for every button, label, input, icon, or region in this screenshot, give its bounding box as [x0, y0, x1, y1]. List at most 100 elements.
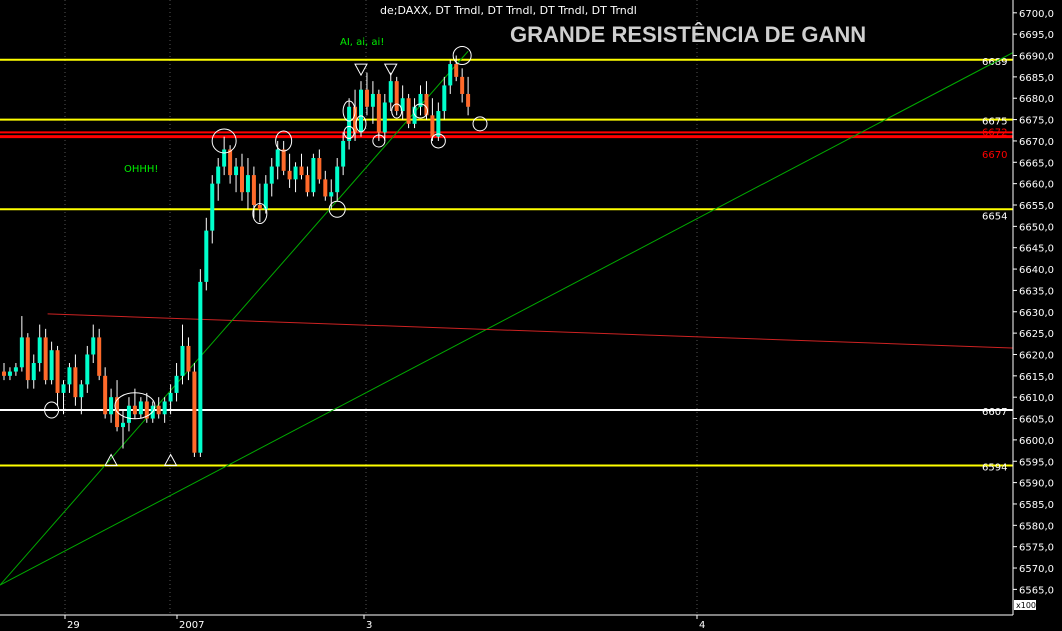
- candle-body: [430, 115, 435, 137]
- y-tick-label: 6630,0: [1019, 308, 1054, 319]
- candle-body: [281, 149, 286, 171]
- candle-body: [329, 192, 334, 197]
- candle-body: [67, 367, 72, 385]
- highlight-circle: [413, 103, 428, 119]
- candle-body: [13, 367, 18, 372]
- candle-body: [144, 401, 149, 419]
- candle-body: [97, 337, 102, 376]
- candle-body: [394, 81, 399, 112]
- candle-body: [287, 170, 292, 180]
- candle-body: [335, 166, 340, 193]
- candle-body: [121, 422, 125, 428]
- candle-body: [61, 384, 66, 393]
- y-tick-label: 6685,0: [1019, 73, 1054, 84]
- support-trendline: [0, 50, 1016, 586]
- y-tick-label: 6700,0: [1019, 9, 1054, 20]
- y-tick-label: 6615,0: [1019, 372, 1054, 383]
- highlight-circle: [44, 401, 60, 419]
- support-triangle-marker: [163, 453, 178, 467]
- candle-body: [311, 158, 316, 193]
- y-tick-label: 6610,0: [1019, 393, 1054, 404]
- candle-body: [376, 93, 381, 133]
- highlight-circle: [355, 115, 367, 133]
- annotation-ohhh: OHHH!: [124, 164, 158, 175]
- candle-body: [442, 85, 447, 112]
- y-tick-label: 6645,0: [1019, 244, 1054, 255]
- candle-body: [424, 93, 429, 116]
- highlight-circle: [342, 100, 356, 122]
- candle-body: [293, 166, 298, 180]
- y-tick-label: 6690,0: [1019, 52, 1054, 63]
- y-tick-label: 6695,0: [1019, 30, 1054, 41]
- x-tick-label: 3: [366, 620, 372, 631]
- highlight-circle: [452, 46, 472, 66]
- markers: [44, 46, 488, 467]
- candle-body: [216, 166, 221, 184]
- candle-body: [382, 102, 387, 133]
- candle-body: [43, 337, 48, 381]
- candle-body: [37, 337, 42, 364]
- y-tick-label: 6605,0: [1019, 415, 1054, 426]
- candle-body: [388, 81, 393, 103]
- candle-body: [454, 64, 459, 77]
- y-tick-label: 6650,0: [1019, 222, 1054, 233]
- chart-header: de;DAXX, DT Trndl, DT Trndl, DT Trndl, D…: [380, 4, 637, 17]
- candle-body: [180, 345, 185, 376]
- zoom-box[interactable]: [1014, 600, 1036, 610]
- candle-body: [263, 183, 268, 210]
- candle-body: [341, 140, 346, 167]
- x-tick-label: 4: [699, 620, 705, 631]
- candle-body: [91, 337, 96, 355]
- y-tick-label: 6585,0: [1019, 500, 1054, 511]
- y-tick-label: 6660,0: [1019, 180, 1054, 191]
- candle-body: [448, 64, 453, 86]
- y-tick-label: 6675,0: [1019, 116, 1054, 127]
- candle-body: [323, 179, 328, 197]
- y-tick-label: 6640,0: [1019, 265, 1054, 276]
- level-label-6607: 6607: [982, 407, 1007, 418]
- candle-body: [192, 371, 197, 453]
- y-tick-label: 6655,0: [1019, 201, 1054, 212]
- candle-body: [222, 149, 227, 167]
- highlight-circle: [430, 133, 446, 149]
- candle-body: [204, 230, 209, 282]
- candle-body: [2, 371, 6, 376]
- candle-body: [370, 93, 375, 107]
- candle-body: [234, 166, 239, 176]
- level-label-6672: 6672: [982, 127, 1007, 138]
- highlight-circle: [391, 103, 403, 119]
- candle-body: [245, 175, 250, 193]
- y-tick-label: 6635,0: [1019, 286, 1054, 297]
- candle-body: [317, 158, 322, 180]
- highlight-circle: [114, 392, 156, 420]
- y-tick-label: 6600,0: [1019, 436, 1054, 447]
- highlight-circle: [372, 134, 386, 148]
- candle-body: [49, 350, 54, 381]
- candle-body: [25, 337, 30, 381]
- highlight-circle: [211, 128, 237, 154]
- candle-body: [73, 367, 78, 398]
- candle-body: [418, 93, 423, 107]
- y-tick-label: 6565,0: [1019, 585, 1054, 596]
- candle-body: [132, 405, 137, 415]
- support-trendline-extension: [0, 50, 469, 586]
- highlight-circle: [328, 200, 346, 218]
- zoom-label[interactable]: x100: [1016, 601, 1036, 610]
- level-label-6670: 6670: [982, 150, 1007, 161]
- candle-body: [79, 384, 84, 398]
- candle-body: [364, 89, 369, 107]
- y-tick-label: 6575,0: [1019, 543, 1054, 554]
- candle-body: [353, 106, 358, 133]
- candle-body: [109, 397, 114, 415]
- y-tick-label: 6590,0: [1019, 479, 1054, 490]
- candle-body: [299, 166, 304, 176]
- candle-body: [103, 375, 108, 415]
- candle-body: [156, 405, 161, 415]
- candle-body: [347, 106, 352, 141]
- candle-body: [31, 363, 36, 381]
- horizontal-levels: 6689667566726670665466076594: [0, 57, 1013, 474]
- support-triangle-marker: [104, 453, 118, 467]
- highlight-circle: [275, 130, 293, 152]
